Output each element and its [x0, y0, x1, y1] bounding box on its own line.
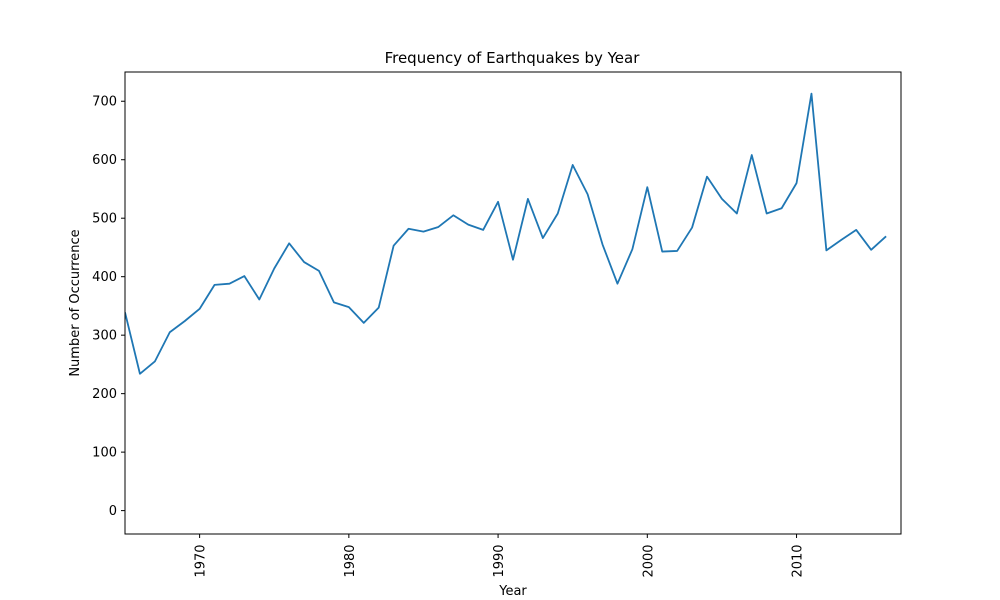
- y-tick-label: 600: [92, 153, 117, 168]
- x-tick-label: 1980: [343, 544, 358, 577]
- x-tick-label: 2000: [641, 544, 656, 577]
- y-axis: 0 100 200 300 400 500 600 700: [92, 95, 125, 519]
- x-axis: 1970 1980 1990 2000 2010: [194, 534, 806, 578]
- chart-title: Frequency of Earthquakes by Year: [385, 49, 641, 67]
- x-axis-title: Year: [498, 584, 527, 599]
- plot-area: [125, 92, 887, 375]
- y-tick-label: 100: [92, 446, 117, 461]
- y-tick-label: 500: [92, 212, 117, 227]
- x-tick-label: 1990: [492, 544, 507, 577]
- series-line-0: [125, 92, 887, 375]
- y-axis-title: Number of Occurrence: [68, 229, 83, 376]
- y-tick-label: 200: [92, 387, 117, 402]
- x-tick-label: 2010: [791, 544, 806, 577]
- y-tick-label: 0: [109, 504, 117, 519]
- y-tick-label: 700: [92, 95, 117, 110]
- x-tick-label: 1970: [194, 544, 209, 577]
- plot-frame: [124, 71, 902, 535]
- y-tick-label: 300: [92, 329, 117, 344]
- y-tick-label: 400: [92, 270, 117, 285]
